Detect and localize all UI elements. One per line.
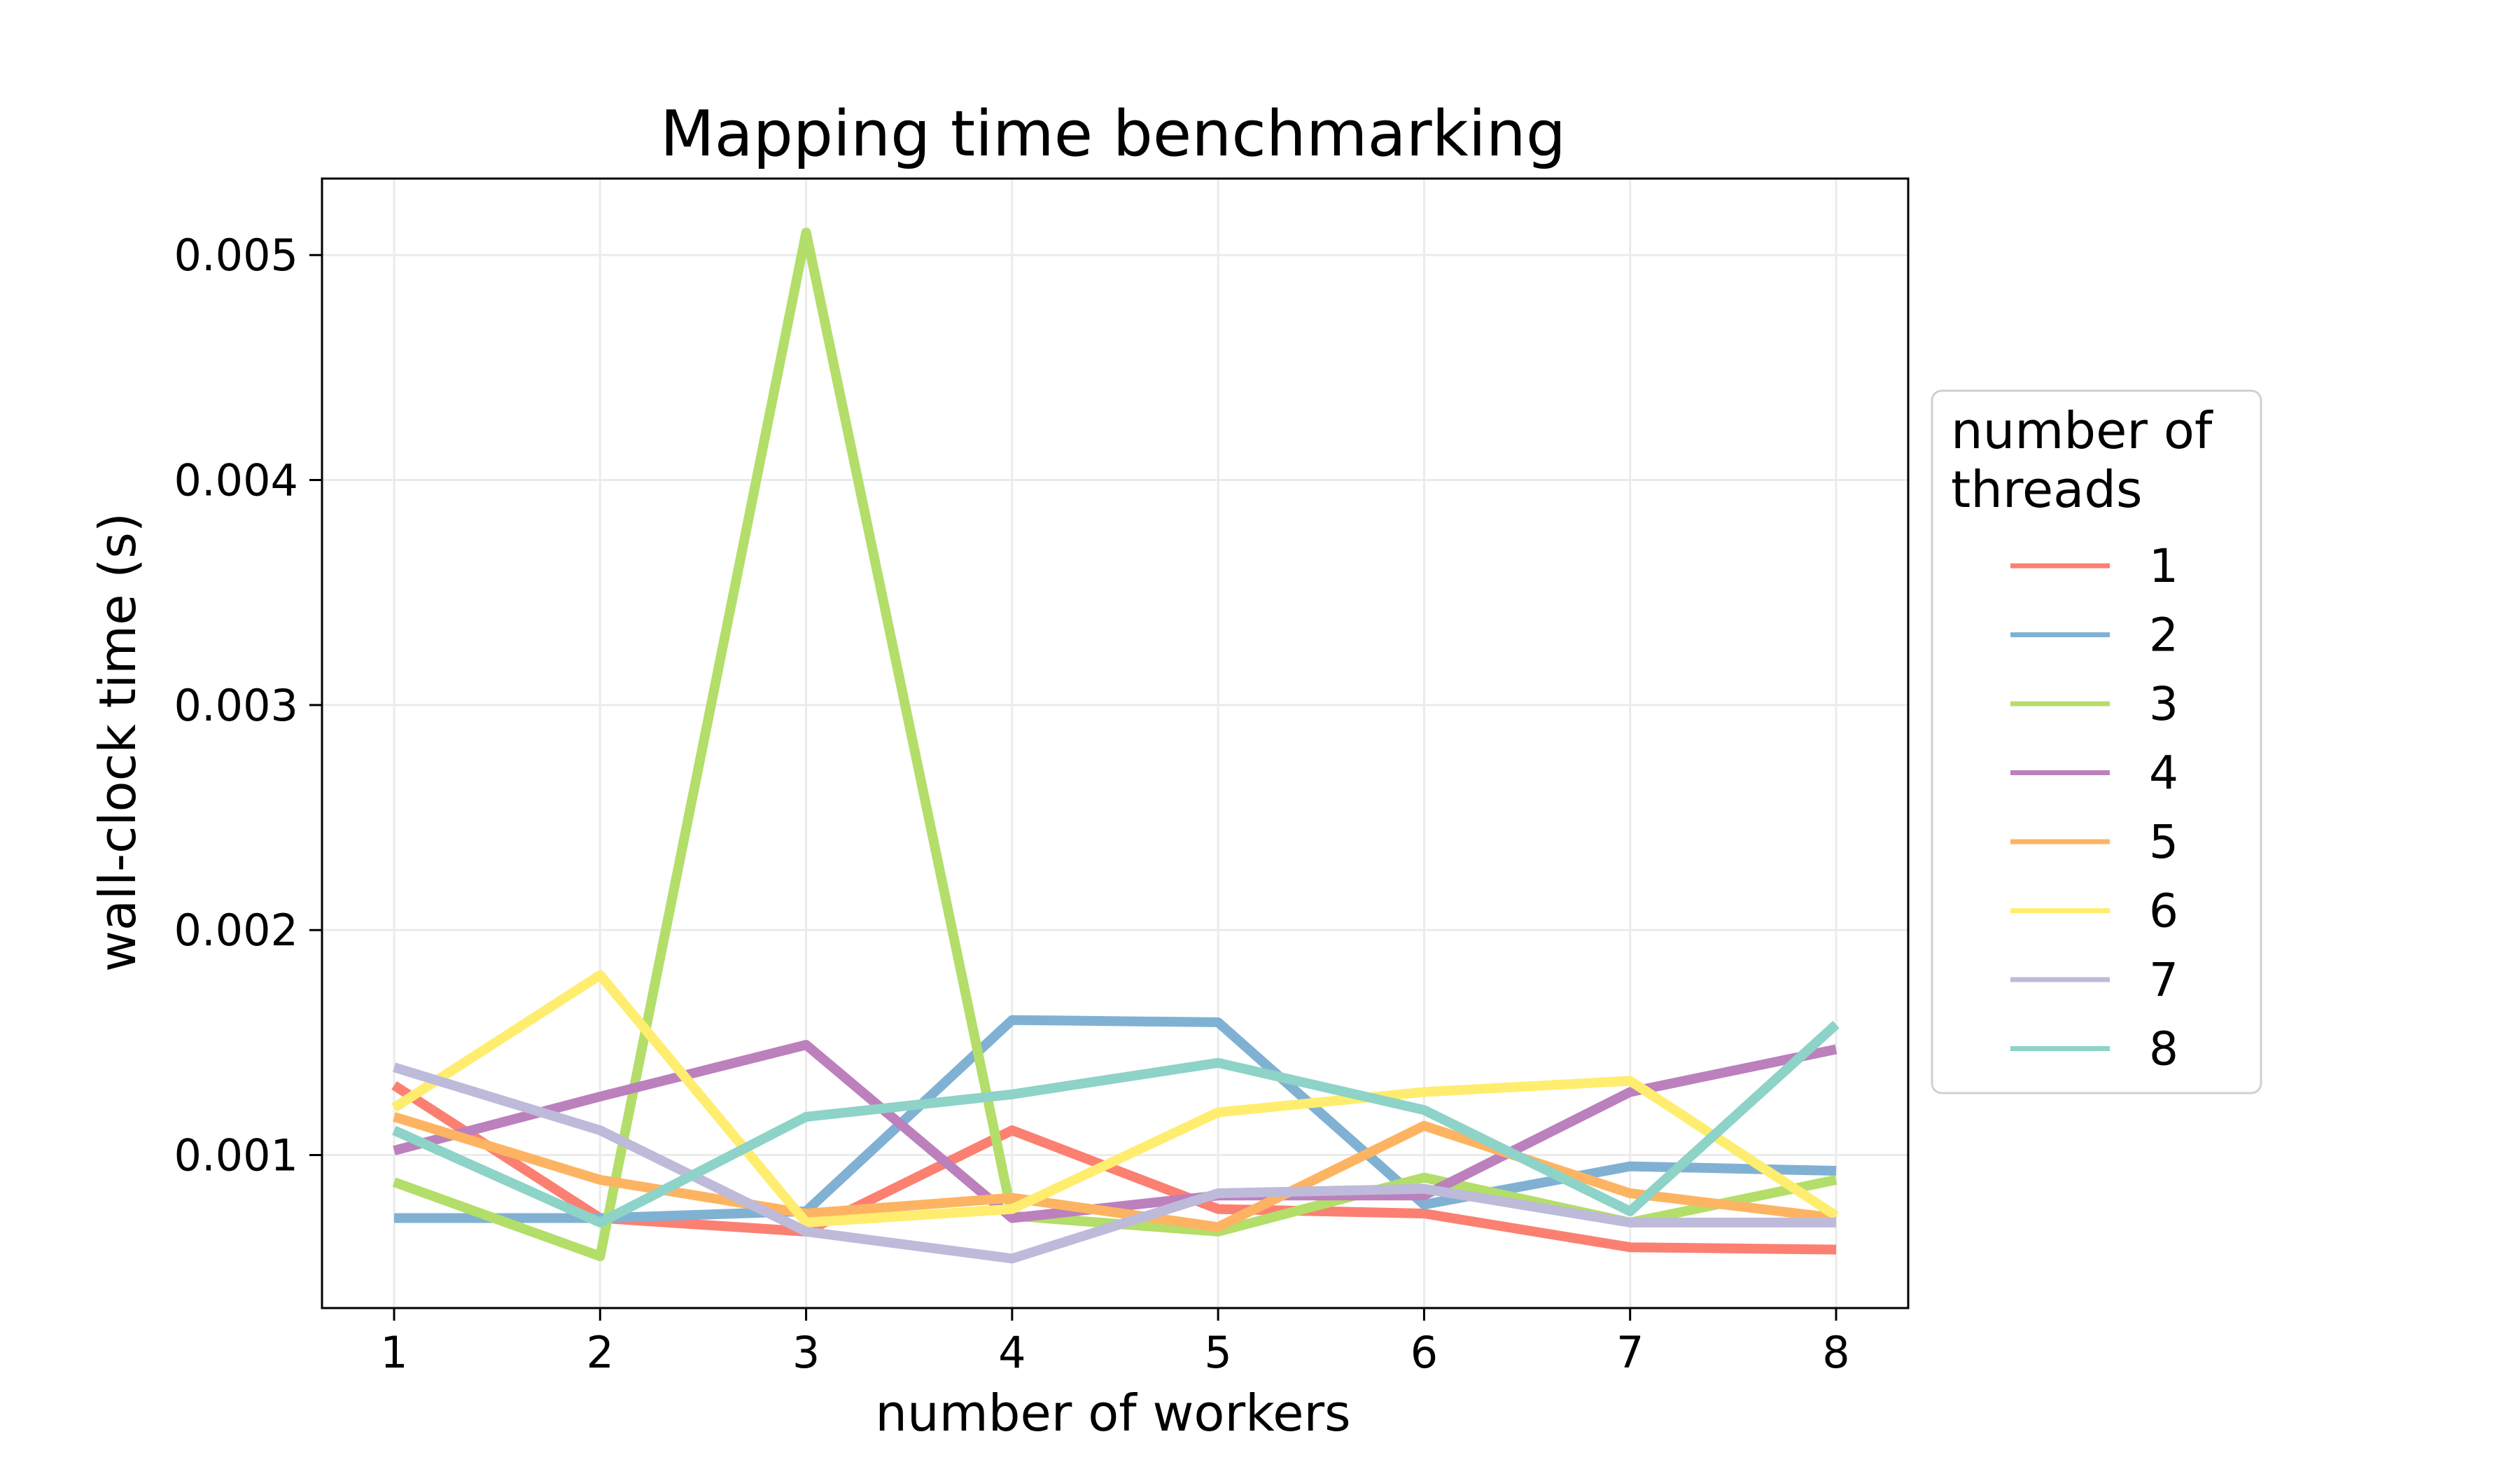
legend-label-6: 6 [2149, 884, 2178, 938]
x-tick-label: 7 [1616, 1327, 1644, 1378]
legend-label-4: 4 [2149, 746, 2178, 800]
series-line-2 [394, 1015, 1837, 1223]
y-axis-label: wall-clock time (s) [88, 513, 147, 972]
x-tick-label: 5 [1204, 1327, 1231, 1378]
y-tick-label: 0.001 [174, 1130, 299, 1181]
series-lines [391, 228, 1840, 1264]
x-tick-label: 4 [998, 1327, 1026, 1378]
series-line-5 [392, 1112, 1837, 1232]
legend: number of threads 1 2 3 4 5 6 7 8 [1931, 389, 2262, 1094]
y-tick-label: 0.003 [174, 680, 299, 731]
series-line-6 [391, 970, 1839, 1228]
x-tick-label: 1 [380, 1327, 407, 1378]
legend-entries: 1 2 3 4 5 6 7 8 [2010, 539, 2178, 1076]
x-tick-label: 6 [1410, 1327, 1438, 1378]
chart-title: Mapping time benchmarking [660, 97, 1566, 171]
legend-label-5: 5 [2149, 815, 2178, 869]
legend-label-8: 8 [2149, 1022, 2178, 1076]
legend-title-line-2: threads [1951, 460, 2143, 519]
x-tick-label: 2 [587, 1327, 614, 1378]
series-line-7 [392, 1062, 1836, 1264]
plot-frame [321, 177, 1910, 1309]
grid-lines [322, 179, 1908, 1308]
axis-ticks: 1 2 3 4 5 6 7 8 0.001 0.002 0.003 0.004 0.005 [174, 230, 1850, 1378]
legend-label-1: 1 [2149, 539, 2178, 593]
series-line-4 [393, 1040, 1837, 1223]
legend-label-3: 3 [2149, 677, 2178, 731]
legend-label-7: 7 [2149, 953, 2178, 1007]
x-tick-label: 3 [792, 1327, 820, 1378]
legend-label-2: 2 [2149, 609, 2178, 662]
x-axis-label: number of workers [875, 1384, 1350, 1442]
x-tick-label: 8 [1822, 1327, 1849, 1378]
y-tick-label: 0.002 [174, 905, 299, 956]
series-line-8 [392, 1020, 1840, 1228]
legend-title-line-1: number of [1951, 401, 2213, 460]
y-tick-label: 0.005 [174, 230, 299, 281]
y-tick-label: 0.004 [174, 455, 299, 506]
